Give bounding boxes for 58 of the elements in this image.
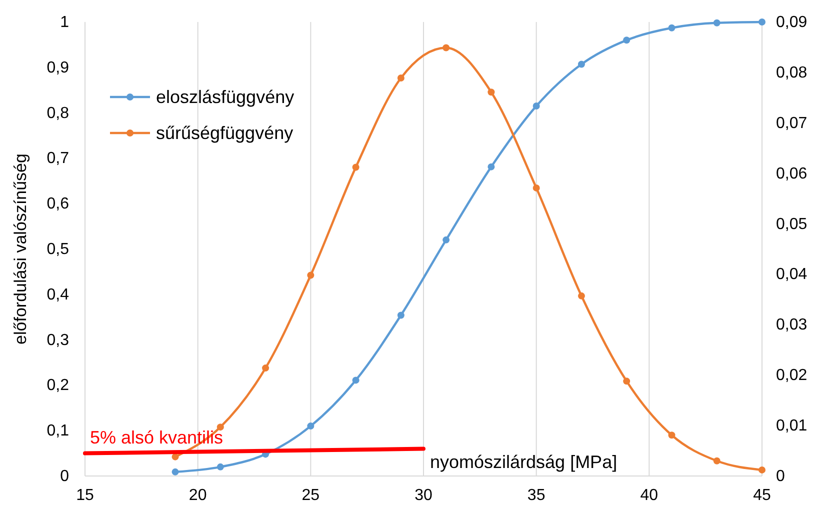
y2-tick-label: 0,04 — [776, 266, 808, 284]
point — [623, 36, 630, 44]
y-tick-label: 0,6 — [46, 196, 70, 213]
point — [307, 422, 314, 430]
point — [352, 376, 360, 384]
y-tick-label: 0,3 — [46, 332, 70, 349]
point — [397, 312, 404, 319]
y-tick-label: 0,1 — [46, 422, 70, 440]
y-tick-label: 0,5 — [46, 241, 70, 258]
point — [442, 44, 450, 52]
point — [578, 60, 585, 68]
point — [352, 164, 360, 171]
point — [532, 184, 540, 192]
y2-tick-label: 0,07 — [776, 114, 808, 132]
y2-tick-label: 0,01 — [776, 418, 808, 435]
point — [488, 88, 495, 96]
legend-label: eloszlásfüggvény — [156, 87, 294, 107]
x-tick-label: 35 — [527, 487, 546, 504]
y-tick-label: 0,8 — [46, 104, 70, 122]
y2-tick-label: 0,06 — [776, 165, 808, 182]
point — [532, 102, 540, 110]
point — [758, 18, 766, 26]
y2-tick-label: 0,09 — [776, 14, 808, 31]
y-tick-label: 0,7 — [46, 150, 70, 168]
point — [713, 19, 720, 26]
x-tick-label: 25 — [302, 487, 320, 504]
x-tick-label: 20 — [188, 487, 207, 504]
x-axis-title: nyomószilárdság [MPa] — [430, 452, 618, 472]
y-tick-label: 0 — [60, 468, 70, 485]
y2-tick-label: 0,03 — [776, 316, 808, 334]
y-axis-title: előfordulási valószínűség — [11, 154, 30, 344]
y-tick-label: 0,4 — [46, 286, 70, 304]
point — [668, 432, 676, 439]
x-tick-label: 40 — [640, 487, 658, 504]
y-tick-label: 0,9 — [46, 59, 70, 76]
point — [488, 163, 495, 170]
y-tick-label: 1 — [60, 14, 70, 31]
point — [172, 453, 179, 460]
y2-tick-label: 0,08 — [776, 64, 808, 82]
point — [307, 272, 314, 279]
x-tick-label: 45 — [753, 487, 771, 504]
point — [713, 457, 720, 464]
point — [623, 378, 630, 385]
point — [172, 468, 179, 476]
point — [578, 292, 585, 300]
y-tick-label: 0,2 — [46, 377, 70, 394]
point — [758, 466, 766, 474]
point — [262, 364, 270, 372]
y2-tick-label: 0,02 — [776, 367, 808, 384]
x-tick-label: 15 — [76, 487, 94, 504]
legend-label: sűrűségfüggvény — [156, 123, 294, 143]
x-tick-label: 30 — [414, 487, 432, 504]
point — [668, 24, 676, 32]
y2-tick-label: 0 — [776, 468, 785, 485]
point — [216, 463, 224, 470]
y2-tick-label: 0,05 — [776, 216, 808, 233]
point — [397, 74, 404, 82]
point — [442, 236, 450, 244]
